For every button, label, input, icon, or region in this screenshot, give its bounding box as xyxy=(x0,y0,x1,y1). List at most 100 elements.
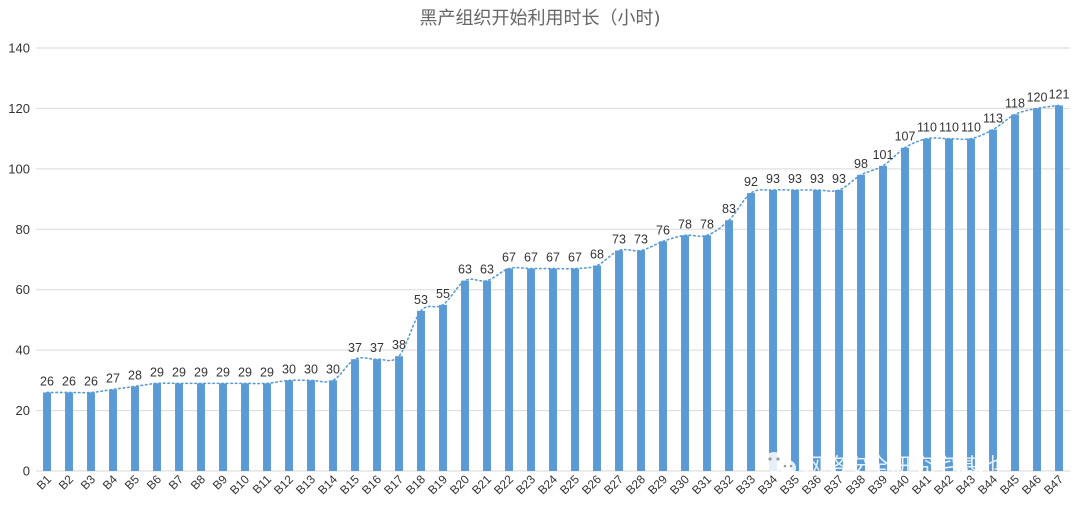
x-tick-label: B5 xyxy=(122,472,143,493)
data-label: 110 xyxy=(939,121,959,135)
data-label: 101 xyxy=(873,148,894,162)
bar xyxy=(131,386,139,471)
x-tick-label: B34 xyxy=(755,472,780,497)
x-tick-label: B9 xyxy=(210,472,231,493)
y-axis: 0 20 40 60 80 100 120 140 xyxy=(8,41,30,479)
bar xyxy=(439,304,447,471)
data-label: 118 xyxy=(1005,96,1025,110)
x-tick-label: B6 xyxy=(144,472,165,493)
data-labels: 26 26 26 27 28 29 29 29 29 29 29 30 30 30 37 37 38 53 55 63… xyxy=(40,87,1069,388)
bar xyxy=(571,268,579,471)
chart-title: 黑产组织开始利用时长（小时) xyxy=(419,8,660,29)
bar xyxy=(681,235,689,471)
data-label: 30 xyxy=(326,362,340,376)
bar xyxy=(879,165,887,472)
x-tick-label: B31 xyxy=(689,472,714,497)
data-label: 28 xyxy=(128,368,142,382)
data-label: 83 xyxy=(722,202,736,216)
x-tick-label: B15 xyxy=(337,472,362,497)
bar xyxy=(659,241,667,471)
x-tick-label: B17 xyxy=(381,472,406,497)
bar xyxy=(65,392,73,471)
data-label: 107 xyxy=(895,130,916,144)
bar xyxy=(945,138,953,471)
bar xyxy=(725,220,733,471)
bar xyxy=(747,193,755,471)
bar xyxy=(593,265,601,471)
x-tick-label: B3 xyxy=(78,472,99,493)
x-tick-label: B18 xyxy=(403,472,428,497)
bar xyxy=(615,250,623,471)
bar xyxy=(637,250,645,471)
wechat-icon xyxy=(764,452,796,476)
data-label: 78 xyxy=(678,217,692,231)
data-label: 53 xyxy=(414,293,428,307)
bars xyxy=(43,105,1063,472)
bar xyxy=(153,383,161,471)
data-label: 38 xyxy=(392,338,406,352)
watermark: 网络安全研究宅基地 xyxy=(764,452,1000,480)
bar xyxy=(43,392,51,471)
data-label: 26 xyxy=(84,374,98,388)
bar xyxy=(989,129,997,472)
bar xyxy=(197,383,205,471)
x-tick-label: B45 xyxy=(997,472,1022,497)
bar xyxy=(1033,108,1041,471)
data-label: 98 xyxy=(854,157,868,171)
x-tick-label: B20 xyxy=(447,472,472,497)
bar xyxy=(857,174,865,471)
bar xyxy=(769,190,777,471)
x-tick-label: B19 xyxy=(425,472,450,497)
data-label: 92 xyxy=(744,175,758,189)
bar xyxy=(263,383,271,471)
data-label: 67 xyxy=(546,251,560,265)
bar xyxy=(527,268,535,471)
x-tick-label: B1 xyxy=(34,472,55,493)
data-label: 30 xyxy=(282,362,296,376)
data-label: 29 xyxy=(150,365,164,379)
x-tick-label: B27 xyxy=(601,472,626,497)
trendline-path xyxy=(46,104,1060,394)
y-tick-label: 120 xyxy=(8,101,30,116)
data-label: 29 xyxy=(260,365,274,379)
y-tick-label: 140 xyxy=(8,41,30,56)
data-label: 73 xyxy=(612,232,626,246)
x-tick-label: B32 xyxy=(711,472,736,497)
data-label: 113 xyxy=(983,112,1003,126)
data-label: 29 xyxy=(238,365,252,379)
x-tick-label: B24 xyxy=(535,472,560,497)
bar xyxy=(219,383,227,471)
data-label: 26 xyxy=(40,374,54,388)
trendline xyxy=(46,104,1060,394)
data-label: 93 xyxy=(832,172,846,186)
data-label: 63 xyxy=(458,263,472,277)
data-label: 76 xyxy=(656,223,670,237)
data-label: 93 xyxy=(788,172,802,186)
data-label: 120 xyxy=(1027,90,1048,104)
x-tick-label: B26 xyxy=(579,472,604,497)
data-label: 37 xyxy=(370,341,384,355)
data-label: 55 xyxy=(436,287,450,301)
bar xyxy=(923,138,931,471)
y-tick-label: 80 xyxy=(16,222,30,237)
bar xyxy=(461,280,469,471)
data-label: 27 xyxy=(106,371,120,385)
x-tick-label: B25 xyxy=(557,472,582,497)
x-tick-label: B13 xyxy=(293,472,318,497)
data-label: 93 xyxy=(766,172,780,186)
y-tick-label: 40 xyxy=(16,343,30,358)
bar xyxy=(1055,105,1063,472)
data-label: 110 xyxy=(917,121,937,135)
x-tick-label: B47 xyxy=(1041,472,1066,497)
data-label: 73 xyxy=(634,232,648,246)
bar xyxy=(87,392,95,471)
bar xyxy=(549,268,557,471)
x-tick-label: B29 xyxy=(645,472,670,497)
watermark-text: 网络安全研究宅基地 xyxy=(802,455,1000,480)
bar xyxy=(307,380,315,471)
data-label: 37 xyxy=(348,341,362,355)
bar xyxy=(1011,114,1019,471)
data-label: 78 xyxy=(700,217,714,231)
data-label: 30 xyxy=(304,362,318,376)
y-tick-label: 60 xyxy=(16,282,30,297)
